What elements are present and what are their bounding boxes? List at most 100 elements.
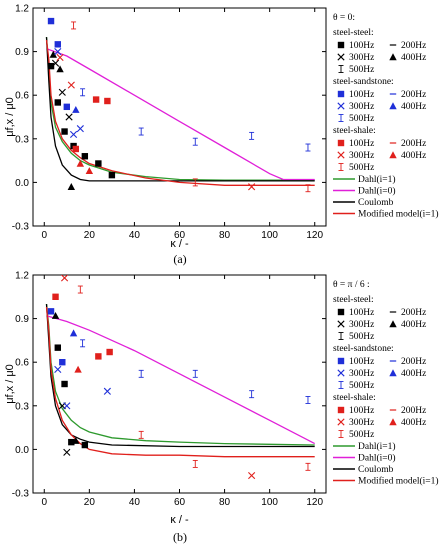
legend-marker-300hz-b [337,369,345,377]
point-steel-sandstone-300hz-b [63,402,71,410]
legend-marker-100hz [337,90,345,98]
legend-marker-400hz [389,151,397,159]
legend-group-header: steel-steel: [333,295,374,305]
legend-group-header: steel-sandstone: [333,344,394,354]
legend-label-300hz: 300Hz [349,320,374,330]
point-steel-sandstone-500hz [80,339,86,348]
point-steel-shale-500hz [192,178,198,187]
legend-marker-300hz-b [337,53,345,61]
point-steel-sandstone-500hz [138,369,144,378]
legend-line-label: Coulomb [358,198,394,208]
point-steel-sandstone-100hz [59,359,66,366]
point-steel-shale-300hz [60,275,69,282]
x-axis-label: κ / - [170,514,189,526]
point-steel-shale-100hz [104,97,111,105]
legend-label-300hz: 300Hz [349,418,374,428]
plot-frame [32,274,327,494]
y-tick-label: 0.0 [15,178,29,189]
y-tick-label: 0.9 [15,314,29,325]
legend-label-400hz: 400Hz [401,151,426,161]
x-tick-label: 120 [306,230,323,241]
panel-a: -0.3 0.0 0.3 0.6 0.9 1.2 0 20 40 60 80 100 120 κ / - μ… [4,4,439,267]
x-tick-label: 60 [174,497,186,508]
legend-marker-300hz [337,369,345,377]
y-tick-label: 1.2 [15,4,29,15]
legend-marker-100hz [337,139,345,147]
point-steel-shale-300hz [67,81,75,89]
legend-label-500hz: 500Hz [349,430,374,440]
point-steel-sandstone-300hz [76,125,84,133]
legend-label-300hz: 300Hz [349,151,374,161]
legend-marker-300hz [337,53,345,61]
legend-label-300hz: 300Hz [349,369,374,379]
point-steel-sandstone-100hz [54,41,61,48]
point-steel-steel-300hz [51,59,60,67]
point-steel-steel-300hz [65,113,73,121]
point-steel-steel-100hz [81,153,89,160]
point-steel-shale-500hz [305,184,311,193]
legend-label-300hz: 300Hz [349,53,374,63]
legend-marker-100hz [337,406,345,414]
legend-marker-500hz [338,332,344,340]
legend-label-500hz: 500Hz [349,381,374,391]
point-steel-shale-500hz [305,462,311,471]
legend-group-header: steel-shale: [333,126,376,136]
point-steel-sandstone-400hz [72,106,80,113]
point-steel-sandstone-300hz-b [103,387,111,395]
point-steel-steel-300hz-b [63,448,71,456]
point-steel-steel-100hz [47,62,55,70]
legend-line-label: Dahl(i=0) [358,186,396,197]
legend-line-label: Coulomb [358,465,394,475]
x-axis-label: κ / - [170,238,189,250]
legend-theta-label: θ = 0: [333,13,355,23]
legend-label-500hz: 500Hz [349,114,374,124]
point-steel-sandstone-500hz [80,88,86,97]
point-steel-sandstone-500hz [249,131,255,140]
point-steel-sandstone-500hz [192,369,198,378]
point-steel-shale-100hz [106,348,113,356]
point-steel-steel-400hz [67,183,76,190]
legend-label-100hz: 100Hz [349,308,374,318]
x-tick-label: 100 [261,230,278,241]
point-steel-steel-300hz-b [58,88,66,96]
point-steel-sandstone-500hz [305,143,311,152]
y-tick-label: 0.9 [15,47,29,58]
point-steel-shale-300hz-b [67,81,75,89]
point-steel-sandstone-500hz [249,390,255,399]
point-steel-shale-400hz [85,167,94,174]
y-tick-label: -0.3 [12,222,30,233]
point-steel-sandstone-100hz [47,308,55,315]
legend-marker-500hz [338,163,344,171]
legend-label-100hz: 100Hz [349,41,374,51]
legend-label-200hz: 200Hz [401,90,426,100]
point-steel-steel-100hz [108,171,116,179]
legend-line-label: Modified model(i=1) [358,476,439,487]
x-tick-label: 80 [219,230,231,241]
x-tick-label: 0 [41,230,47,241]
legend-marker-100hz [337,308,345,316]
panel-caption: (a) [173,252,186,266]
legend-marker-300hz [337,320,345,328]
point-steel-sandstone-300hz [69,130,78,139]
point-steel-sandstone-300hz-b [76,125,84,133]
legend-label-200hz: 200Hz [401,308,426,318]
point-steel-sandstone-400hz [69,329,78,337]
legend-marker-400hz [389,320,397,328]
point-steel-sandstone-500hz [192,137,198,146]
point-steel-steel-400hz [72,436,80,444]
point-steel-shale-500hz [138,430,144,439]
legend-marker-500hz [338,381,344,389]
legend-group-header: steel-shale: [333,393,376,403]
legend-marker-500hz [338,65,344,73]
x-tick-label: 20 [84,230,96,241]
legend-label-300hz: 300Hz [349,102,374,112]
series-lines [45,304,315,458]
point-steel-steel-400hz [51,311,60,319]
x-tick-label: 40 [129,497,141,508]
legend-marker-300hz-b [337,320,345,328]
point-steel-shale-400hz [76,159,85,167]
point-steel-steel-300hz-b [65,113,73,121]
legend-label-400hz: 400Hz [401,369,426,379]
legend-label-200hz: 200Hz [401,41,426,51]
point-steel-shale-300hz-b [248,471,256,480]
